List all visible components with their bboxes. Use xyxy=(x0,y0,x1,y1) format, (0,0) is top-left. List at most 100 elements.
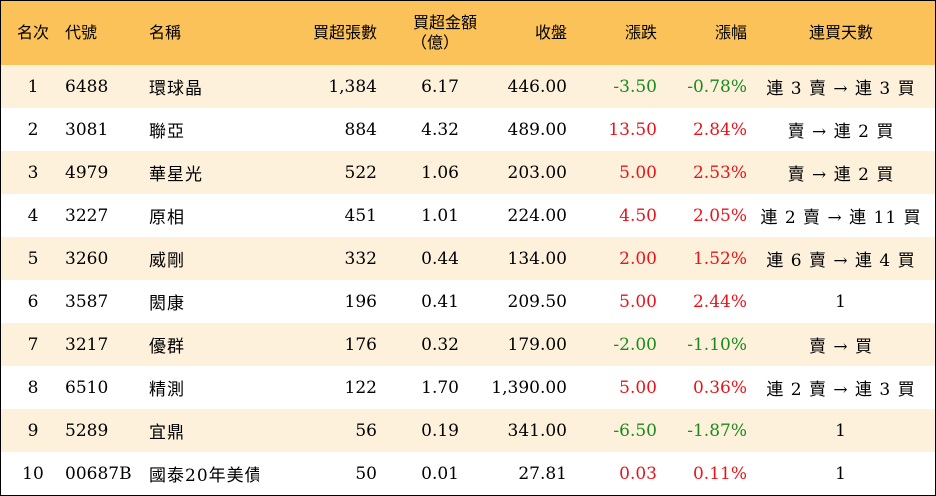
name-cell: 華星光 xyxy=(149,165,203,185)
consecutive-days-cell: 連 2 賣 → 連 11 買 xyxy=(760,208,922,228)
name-cell: 精測 xyxy=(149,380,185,400)
change-pct-cell: 2.44% xyxy=(692,291,747,312)
table-body: 1 6488 環球晶 1,384 6.17 446.00 -3.50 -0.78% 連 3 賣 … xyxy=(1,65,935,495)
code-cell: 5289 xyxy=(65,420,109,441)
net-buy-amount-cell: 0.32 xyxy=(421,334,459,355)
net-buy-amount-cell: 1.06 xyxy=(421,162,459,183)
table-row: 10 00687B 國泰20年美債 50 0.01 27.81 0.03 0.11% 1 xyxy=(1,452,935,495)
header-consecutive-days: 連買天數 xyxy=(808,23,873,42)
header-close: 收盤 xyxy=(534,23,567,42)
name-cell: 國泰20年美債 xyxy=(149,466,259,486)
consecutive-days-cell: 連 3 賣 → 連 3 買 xyxy=(766,79,916,99)
header-code: 代號 xyxy=(65,23,98,42)
change-pct-cell: -1.87% xyxy=(687,420,747,441)
change-pct-cell: 1.52% xyxy=(692,248,747,269)
close-cell: 341.00 xyxy=(507,420,567,441)
rank-cell: 9 xyxy=(27,420,39,441)
table-row: 2 3081 聯亞 884 4.32 489.00 13.50 2.84% 賣 → 連 2 買 xyxy=(1,108,935,151)
consecutive-days-cell: 1 xyxy=(835,463,847,484)
name-cell: 宜鼎 xyxy=(149,423,185,443)
net-buy-amount-cell: 6.17 xyxy=(421,76,459,97)
change-pct-cell: -1.10% xyxy=(687,334,747,355)
table-row: 8 6510 精測 122 1.70 1,390.00 5.00 0.36% 連 2 賣 → 連… xyxy=(1,366,935,409)
net-buy-amount-cell: 0.44 xyxy=(421,248,459,269)
rank-cell: 7 xyxy=(27,334,39,355)
consecutive-days-cell: 賣 → 連 2 買 xyxy=(787,165,895,185)
header-net-buy-amount: 買超金額 （億） xyxy=(377,1,477,65)
table-row: 1 6488 環球晶 1,384 6.17 446.00 -3.50 -0.78% 連 3 賣 … xyxy=(1,65,935,108)
code-cell: 3227 xyxy=(65,205,109,226)
change-cell: -3.50 xyxy=(613,76,657,97)
rank-cell: 4 xyxy=(27,205,39,226)
name-cell: 環球晶 xyxy=(149,79,203,99)
close-cell: 27.81 xyxy=(518,463,567,484)
consecutive-days-cell: 1 xyxy=(835,291,847,312)
rank-cell: 8 xyxy=(27,377,39,398)
change-cell: 5.00 xyxy=(619,291,657,312)
net-buy-amount-cell: 1.70 xyxy=(421,377,459,398)
header-net-buy-lots: 買超張數 xyxy=(312,23,377,42)
close-cell: 203.00 xyxy=(507,162,567,183)
code-cell: 3587 xyxy=(65,291,109,312)
name-cell: 原相 xyxy=(149,208,185,228)
name-cell: 優群 xyxy=(149,337,185,357)
code-cell: 6510 xyxy=(65,377,109,398)
code-cell: 3217 xyxy=(65,334,109,355)
change-cell: -2.00 xyxy=(613,334,657,355)
rank-cell: 2 xyxy=(27,119,39,140)
close-cell: 1,390.00 xyxy=(491,377,567,398)
change-cell: 13.50 xyxy=(608,119,657,140)
change-pct-cell: 0.11% xyxy=(692,463,747,484)
header-net-buy-amount-line1: 買超金額 xyxy=(412,13,477,32)
table-row: 9 5289 宜鼎 56 0.19 341.00 -6.50 -1.87% 1 xyxy=(1,409,935,452)
rank-cell: 1 xyxy=(27,76,39,97)
net-buy-amount-cell: 0.19 xyxy=(421,420,459,441)
rank-cell: 3 xyxy=(27,162,39,183)
consecutive-days-cell: 連 6 賣 → 連 4 買 xyxy=(766,251,916,271)
change-pct-cell: 2.05% xyxy=(692,205,747,226)
close-cell: 134.00 xyxy=(507,248,567,269)
net-buy-amount-cell: 4.32 xyxy=(421,119,459,140)
name-cell: 威剛 xyxy=(149,251,185,271)
rank-cell: 6 xyxy=(27,291,39,312)
change-pct-cell: 2.53% xyxy=(692,162,747,183)
close-cell: 209.50 xyxy=(507,291,567,312)
close-cell: 179.00 xyxy=(507,334,567,355)
change-cell: 2.00 xyxy=(619,248,657,269)
rank-cell: 5 xyxy=(27,248,39,269)
header-row: 名次 代號 名稱 買超張數 買超金額 （億） 收盤 漲跌 漲幅 連買天數 xyxy=(1,1,935,65)
consecutive-days-cell: 1 xyxy=(835,420,847,441)
header-net-buy-amount-line2: （億） xyxy=(410,33,459,52)
header-name: 名稱 xyxy=(149,23,182,42)
change-cell: 5.00 xyxy=(619,377,657,398)
table-row: 7 3217 優群 176 0.32 179.00 -2.00 -1.10% 賣 → 買 xyxy=(1,323,935,366)
net-buy-lots-cell: 122 xyxy=(344,377,377,398)
change-pct-cell: 0.36% xyxy=(692,377,747,398)
change-cell: 5.00 xyxy=(619,162,657,183)
code-cell: 00687B xyxy=(65,463,132,484)
net-buy-lots-cell: 176 xyxy=(344,334,377,355)
close-cell: 489.00 xyxy=(507,119,567,140)
consecutive-days-cell: 賣 → 連 2 買 xyxy=(787,122,895,142)
net-buy-lots-cell: 451 xyxy=(344,205,377,226)
table-row: 3 4979 華星光 522 1.06 203.00 5.00 2.53% 賣 → 連 2 買 xyxy=(1,151,935,194)
rank-cell: 10 xyxy=(22,463,44,484)
net-buy-lots-cell: 332 xyxy=(344,248,377,269)
table-row: 4 3227 原相 451 1.01 224.00 4.50 2.05% 連 2 賣 → 連 1… xyxy=(1,194,935,237)
consecutive-days-cell: 連 2 賣 → 連 3 買 xyxy=(766,380,916,400)
net-buy-lots-cell: 1,384 xyxy=(328,76,377,97)
net-buy-amount-cell: 0.41 xyxy=(421,291,459,312)
code-cell: 6488 xyxy=(65,76,109,97)
consecutive-days-cell: 賣 → 買 xyxy=(808,337,874,357)
close-cell: 224.00 xyxy=(507,205,567,226)
change-cell: 4.50 xyxy=(619,205,657,226)
net-buy-lots-cell: 522 xyxy=(344,162,377,183)
close-cell: 446.00 xyxy=(507,76,567,97)
net-buy-lots-cell: 56 xyxy=(355,420,377,441)
table-row: 5 3260 威剛 332 0.44 134.00 2.00 1.52% 連 6 賣 → 連 4… xyxy=(1,237,935,280)
net-buy-lots-cell: 884 xyxy=(344,119,377,140)
code-cell: 4979 xyxy=(65,162,109,183)
change-pct-cell: -0.78% xyxy=(687,76,747,97)
